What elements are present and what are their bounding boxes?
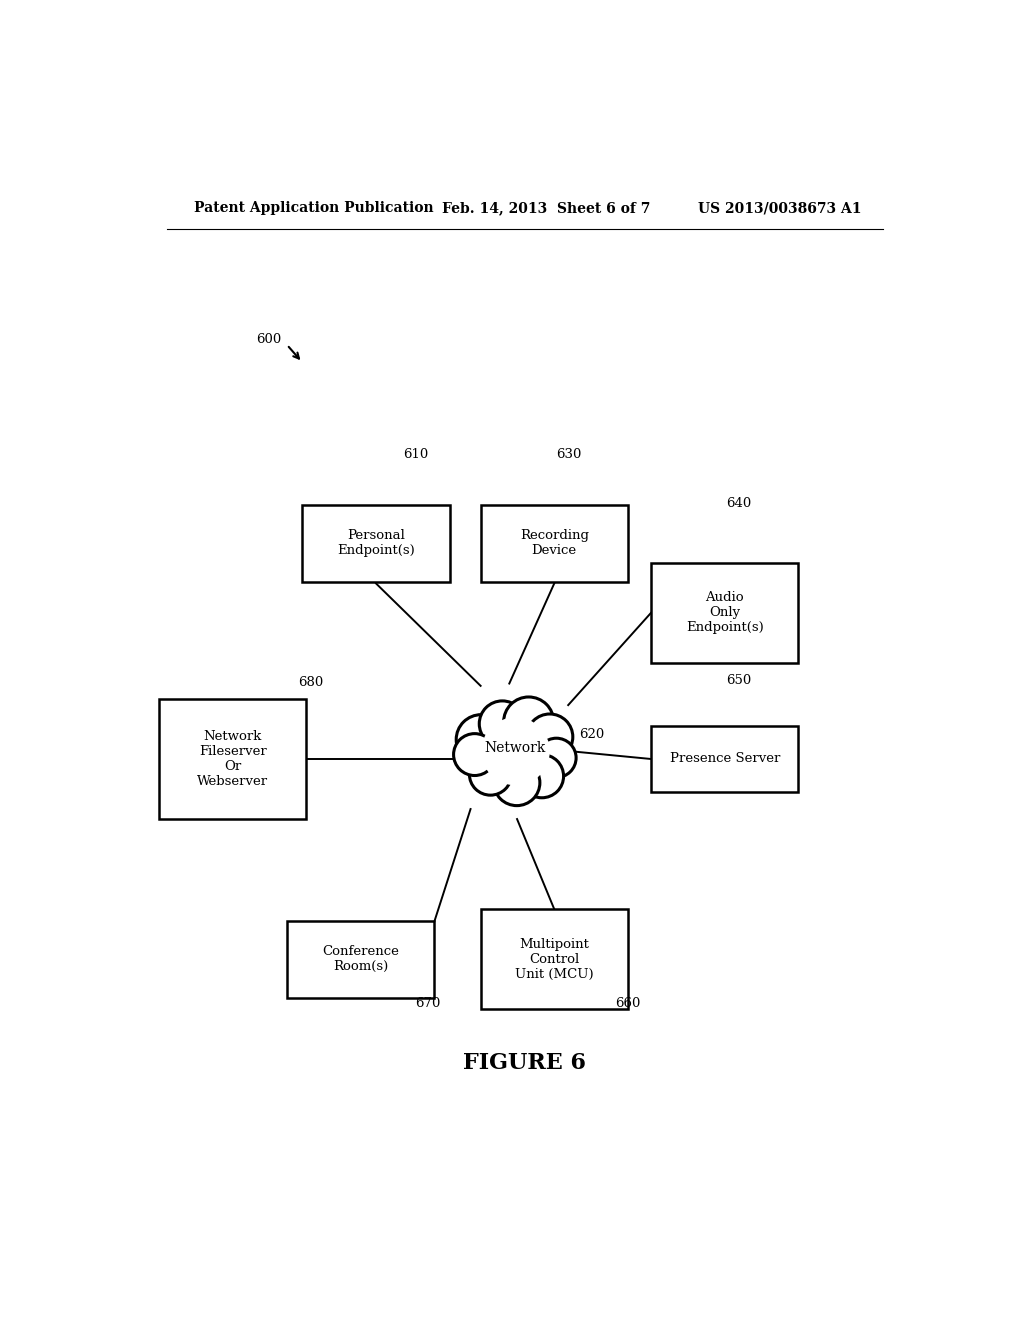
- FancyBboxPatch shape: [651, 726, 799, 792]
- Text: 640: 640: [726, 496, 752, 510]
- FancyBboxPatch shape: [480, 506, 628, 582]
- Text: Patent Application Publication: Patent Application Publication: [194, 202, 433, 215]
- Circle shape: [494, 760, 540, 805]
- Circle shape: [537, 738, 577, 777]
- Text: Recording
Device: Recording Device: [520, 529, 589, 557]
- Text: US 2013/0038673 A1: US 2013/0038673 A1: [697, 202, 861, 215]
- FancyBboxPatch shape: [159, 700, 306, 818]
- Text: Network: Network: [484, 742, 546, 755]
- Circle shape: [526, 714, 572, 760]
- Circle shape: [504, 697, 554, 747]
- Text: 610: 610: [403, 449, 428, 462]
- Text: Conference
Room(s): Conference Room(s): [323, 945, 399, 973]
- Text: 650: 650: [726, 675, 752, 686]
- Text: Audio
Only
Endpoint(s): Audio Only Endpoint(s): [686, 591, 764, 634]
- FancyBboxPatch shape: [651, 562, 799, 663]
- Text: 660: 660: [614, 998, 640, 1010]
- Text: 600: 600: [256, 333, 282, 346]
- Circle shape: [469, 754, 512, 795]
- Circle shape: [479, 715, 552, 787]
- Circle shape: [454, 734, 496, 776]
- Circle shape: [481, 717, 550, 785]
- FancyBboxPatch shape: [480, 909, 628, 1010]
- Text: FIGURE 6: FIGURE 6: [463, 1052, 587, 1074]
- Circle shape: [457, 714, 506, 764]
- Circle shape: [520, 755, 563, 797]
- Text: 630: 630: [556, 449, 582, 462]
- Text: Personal
Endpoint(s): Personal Endpoint(s): [337, 529, 415, 557]
- Text: 620: 620: [579, 727, 604, 741]
- Text: 670: 670: [415, 998, 440, 1010]
- FancyBboxPatch shape: [287, 921, 434, 998]
- Text: 680: 680: [299, 676, 324, 689]
- Text: Feb. 14, 2013  Sheet 6 of 7: Feb. 14, 2013 Sheet 6 of 7: [442, 202, 650, 215]
- Text: Multipoint
Control
Unit (MCU): Multipoint Control Unit (MCU): [515, 937, 594, 981]
- Text: Network
Fileserver
Or
Webserver: Network Fileserver Or Webserver: [197, 730, 268, 788]
- FancyBboxPatch shape: [302, 506, 450, 582]
- Circle shape: [479, 701, 525, 747]
- Text: Presence Server: Presence Server: [670, 752, 780, 766]
